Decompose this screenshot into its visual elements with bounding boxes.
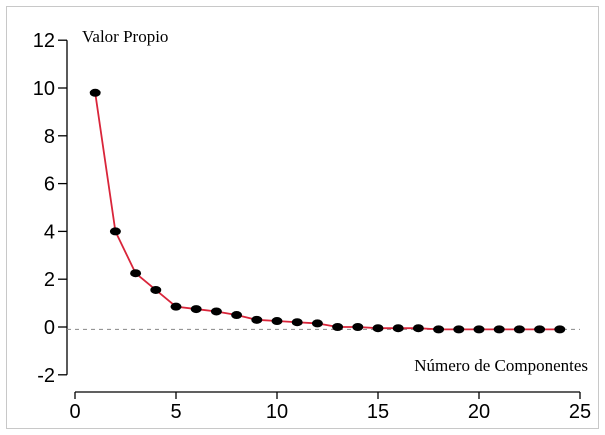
data-point [231, 311, 243, 320]
y-tick-label: 8 [44, 126, 55, 148]
data-point [109, 227, 121, 236]
x-axis-title: Número de Componentes [414, 356, 588, 375]
data-point [392, 324, 404, 333]
y-axis-title: Valor Propio [82, 27, 168, 46]
data-point [190, 305, 202, 314]
data-point [493, 325, 505, 334]
y-tick-label: 12 [33, 30, 55, 52]
data-point [311, 319, 323, 328]
data-point [453, 325, 465, 334]
x-tick-label: 15 [367, 401, 389, 423]
y-tick-label: 2 [44, 269, 55, 291]
x-tick-label: 25 [569, 401, 591, 423]
data-point [352, 323, 364, 331]
series-line [94, 92, 560, 331]
x-tick-label: 10 [266, 401, 288, 423]
data-point [251, 315, 263, 324]
x-tick-label: 0 [69, 401, 80, 423]
data-point [130, 269, 142, 278]
chart-frame [6, 6, 599, 429]
data-point [89, 88, 101, 97]
data-point [412, 324, 424, 333]
y-tick-label: 4 [44, 221, 55, 243]
data-point [150, 285, 162, 294]
axes: -2 0 2 4 6 8 10 12 0 5 10 15 20 25 [33, 30, 591, 423]
data-point [433, 325, 445, 334]
data-point [534, 325, 546, 334]
data-point [372, 324, 384, 333]
y-tick-label: 0 [44, 317, 55, 339]
x-tick-label: 5 [170, 401, 181, 423]
data-point [210, 307, 222, 316]
data-point [170, 302, 182, 311]
x-tick-label: 20 [468, 401, 490, 423]
data-point [332, 323, 344, 331]
data-point [271, 317, 283, 326]
chart-marks [67, 88, 580, 334]
data-point [291, 318, 303, 327]
y-tick-label: 10 [33, 78, 55, 100]
y-tick-label: 6 [44, 174, 55, 196]
data-point [473, 325, 485, 334]
data-point [513, 325, 525, 334]
y-tick-label: -2 [37, 365, 55, 387]
data-point [554, 325, 566, 334]
